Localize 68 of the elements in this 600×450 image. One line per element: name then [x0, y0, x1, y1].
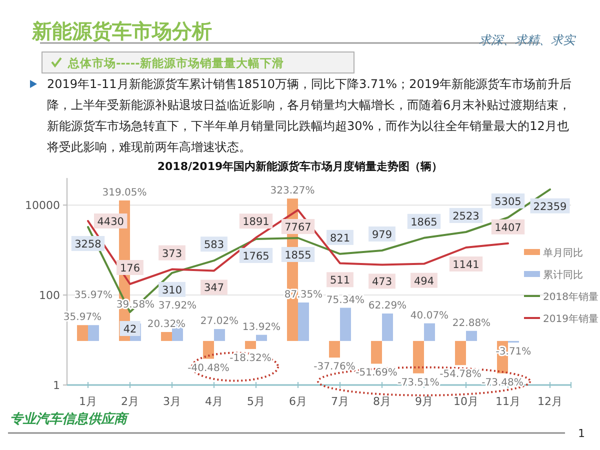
data-label: 1407: [494, 222, 522, 234]
data-label: 20.32%: [147, 319, 186, 330]
data-label: 4430: [97, 216, 124, 228]
text: 专业汽车信息供应商: [10, 411, 130, 427]
legend-累计同比: 累计同比: [524, 270, 583, 281]
y-tick-label: 1: [53, 379, 60, 392]
legend-单月同比: 单月同比: [524, 248, 583, 259]
data-label: 1891: [242, 216, 270, 228]
data-label: 3258: [74, 238, 102, 250]
x-tick-label: 3月: [163, 395, 181, 408]
legend-label: 单月同比: [543, 247, 583, 259]
data-label: -18.32%: [230, 353, 272, 364]
legend-label: 累计同比: [543, 269, 583, 281]
data-label: -54.78%: [440, 369, 482, 380]
data-label: 42: [123, 323, 137, 336]
chart-title: 新能源货车市场分析: [31, 19, 212, 43]
data-label: 323.27%: [270, 186, 315, 197]
data-label: 40.07%: [410, 310, 449, 322]
data-label: 494: [414, 275, 434, 288]
x-tick-label: 11月: [496, 395, 520, 408]
data-label: 22359: [533, 200, 567, 213]
data-label: 583: [204, 239, 224, 252]
x-tick-label: 9月: [415, 395, 433, 408]
data-label: 1855: [284, 249, 312, 262]
data-label: 62.29%: [368, 300, 407, 312]
text: 求深、求精、求实: [479, 33, 577, 47]
legend-label: 2018年销量: [543, 291, 598, 303]
data-label: 35.97%: [63, 312, 102, 324]
chart-subtitle: 2018/2019年国内新能源货车市场月度销量走势图（辆）: [157, 160, 443, 173]
data-label: -37.76%: [314, 362, 356, 373]
x-tick-label: 7月: [331, 395, 349, 408]
text: 总体市场-----新能源市场销量量大幅下滑: [67, 56, 284, 70]
data-label: 2523: [452, 210, 480, 222]
data-label: 347: [204, 282, 224, 294]
data-label: 979: [372, 228, 392, 241]
x-tick-label: 8月: [373, 395, 391, 408]
data-label: -40.48%: [188, 362, 230, 374]
data-label: 1865: [410, 216, 438, 228]
data-label: 27.02%: [200, 316, 239, 328]
data-label: 1765: [242, 250, 270, 262]
data-label: 511: [330, 274, 350, 287]
data-label: 373: [162, 248, 182, 260]
x-tick-label: 10月: [454, 395, 478, 408]
text: 2019年1-11月新能源货车累计销售18510万辆，同比下降3.71%；2019年新能源货车市场前升后降，上半年受新能源补贴退坡日益临近影响，各月销量均大幅增长，而随着6月末补贴过渡期结束，新能源货车市场急转直下，下半年单月销量同比跌幅均超30%，而作为以往全年销量最大的12月也将受此影响，难现前两年高增速状态。: [47, 76, 572, 156]
x-tick-label: 6月: [289, 395, 307, 408]
data-label: 37.92%: [158, 300, 197, 312]
data-label: 13.92%: [242, 322, 281, 333]
data-label: 821: [330, 232, 350, 244]
data-label: 319.05%: [102, 187, 147, 198]
data-label: 176: [120, 262, 140, 274]
data-label: 75.34%: [326, 294, 365, 306]
x-tick-label: 5月: [247, 395, 265, 408]
x-tick-label: 1月: [79, 395, 97, 408]
y-tick-label: 10000: [25, 199, 60, 212]
data-label: 310: [162, 284, 182, 296]
y-tick-label: 100: [39, 289, 60, 302]
x-tick-label: 4月: [205, 395, 223, 408]
data-label: 1141: [452, 258, 480, 271]
data-label: 22.88%: [452, 318, 491, 329]
text: 1: [578, 427, 585, 440]
data-label: -51.69%: [356, 368, 398, 379]
data-label: 35.97%: [74, 290, 113, 302]
x-tick-label: 2月: [121, 395, 139, 408]
data-label: 7767: [284, 222, 312, 234]
data-label: 5305: [494, 196, 522, 208]
legend-label: 2019年销量: [543, 313, 598, 325]
data-label: 473: [372, 276, 392, 288]
x-tick-label: 12月: [538, 395, 562, 408]
